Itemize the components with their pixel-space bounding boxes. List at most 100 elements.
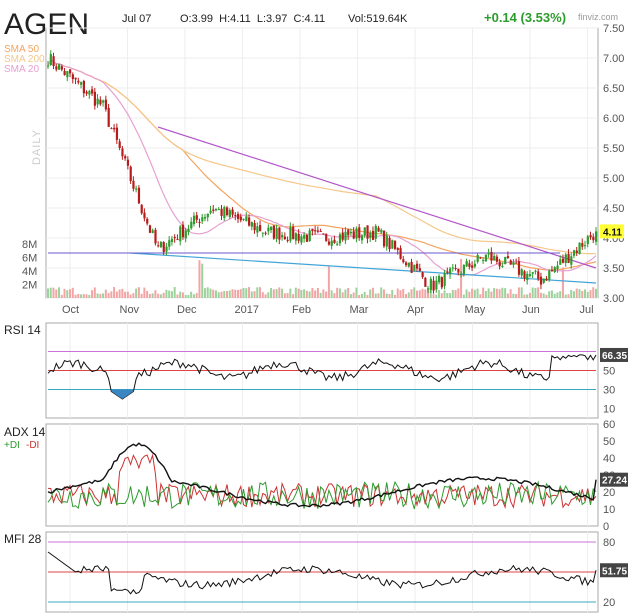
candle-body: [484, 254, 488, 262]
candle-body: [515, 262, 518, 264]
volume-bar: [283, 293, 286, 298]
volume-bar: [242, 287, 245, 298]
volume-bar: [429, 290, 432, 298]
candle-body: [157, 245, 160, 247]
volume-bar: [259, 287, 262, 298]
volume-bar: [421, 288, 424, 298]
volume-bar: [570, 289, 573, 298]
volume-bar: [341, 292, 344, 298]
candle-body: [49, 54, 52, 66]
x-tick-label: Dec: [177, 304, 197, 316]
legend-sma50: SMA 50: [4, 44, 39, 55]
volume-bar: [69, 289, 72, 298]
candle-body: [520, 269, 523, 276]
volume-bar: [206, 287, 209, 298]
x-tick-label: Nov: [120, 304, 140, 316]
volume-bar: [344, 289, 347, 298]
candle-body: [69, 69, 72, 74]
candle-body: [228, 210, 231, 218]
candle-body: [239, 216, 242, 221]
volume-bar: [275, 289, 278, 298]
candle-body: [165, 246, 168, 252]
volume-bar: [135, 288, 138, 298]
volume-bar: [214, 290, 217, 298]
volume-bar: [358, 294, 361, 298]
candle-body: [517, 261, 521, 275]
candle-body: [267, 227, 270, 232]
volume-bar: [542, 293, 545, 298]
candle-body: [66, 71, 69, 78]
axis-labels: Oct Nov Dec 2017 Feb Mar Apr May Jun Jul 7.50 7.00 6…: [22, 23, 628, 609]
candle-body: [248, 217, 251, 226]
candle-body: [300, 236, 303, 243]
volume-bar: [63, 288, 66, 298]
price-tick-label: 3.50: [603, 263, 624, 275]
volume-bar: [261, 292, 264, 298]
candle-body: [432, 280, 435, 291]
candle-body: [539, 276, 543, 285]
candle-body: [58, 64, 61, 70]
volume-bar: [110, 291, 113, 298]
candle-body: [173, 237, 176, 239]
volume-bar: [572, 291, 575, 298]
volume-bar: [457, 288, 460, 298]
candle-body: [129, 166, 132, 182]
candle-body: [187, 228, 190, 232]
volume-bar: [333, 293, 336, 298]
candle-body: [545, 278, 548, 281]
volume-bar: [319, 292, 322, 298]
di-plus-label: +DI: [4, 440, 20, 451]
header-volume: Vol:519.64K: [348, 13, 408, 25]
candle-body: [347, 229, 350, 236]
volume-bar: [336, 287, 339, 298]
candle-body: [259, 225, 262, 232]
volume-bar: [157, 293, 160, 298]
volume-bar: [374, 293, 377, 298]
candle-body: [322, 233, 325, 235]
candle-body: [245, 216, 248, 222]
candle-body: [102, 100, 105, 103]
volume-bar: [303, 289, 306, 298]
candle-body: [234, 215, 237, 217]
volume-bar: [198, 260, 201, 298]
volume-bar: [267, 292, 270, 298]
candle-body: [135, 188, 138, 190]
rsi-tick-label: 30: [603, 385, 615, 397]
candle-body: [162, 242, 165, 252]
sma-120-line: [47, 58, 596, 255]
volume-bar: [561, 267, 564, 298]
volume-bar: [366, 294, 369, 298]
volume-bar: [294, 287, 297, 298]
volume-bar: [104, 289, 107, 298]
candle-body: [201, 217, 204, 222]
candle-body: [413, 264, 416, 271]
rsi-panel: [45, 322, 599, 419]
candle-body: [170, 238, 174, 243]
volume-bar: [143, 287, 146, 298]
price-tick-label: 6.00: [603, 113, 624, 125]
candle-body: [578, 242, 581, 255]
volume-bar: [225, 291, 228, 298]
candle-body: [176, 239, 179, 241]
volume-bar: [99, 293, 102, 298]
volume-bar: [391, 289, 394, 298]
volume-bar: [567, 294, 570, 298]
volume-bar: [281, 288, 284, 298]
volume-bar: [399, 290, 402, 298]
mfi-value-label-box: [600, 563, 628, 578]
price-tick-label: 5.50: [603, 143, 624, 155]
candle-body: [542, 278, 545, 283]
volume-bar: [121, 288, 124, 298]
candle-body: [220, 208, 223, 216]
candle-body: [305, 234, 309, 242]
mfi-series: [47, 541, 597, 603]
candle-body: [179, 226, 182, 242]
candle-body: [429, 278, 432, 290]
volume-bar: [195, 293, 198, 298]
volume-bar: [170, 291, 173, 298]
price-tick-label: 6.50: [603, 83, 624, 95]
header-ohlc: O:3.99 H:4.11 L:3.97 C:4.11: [180, 13, 325, 25]
volume-tick-label: 2M: [22, 280, 37, 292]
candle-body: [253, 223, 256, 231]
volume-bar: [454, 289, 457, 298]
